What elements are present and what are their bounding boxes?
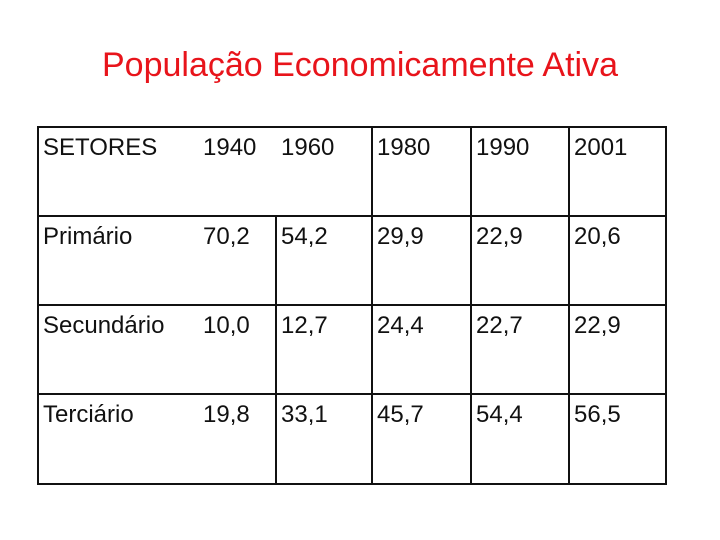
row-border (37, 304, 667, 306)
table-cell: 24,4 (377, 312, 424, 339)
table-cell: 10,0 (203, 312, 250, 339)
column-header: 1990 (476, 134, 530, 161)
column-border (275, 215, 277, 485)
row-border (37, 393, 667, 395)
row-border (37, 126, 667, 128)
column-border (37, 126, 39, 485)
slide-title: População Economicamente Ativa (102, 46, 618, 84)
table-cell: 22,9 (476, 223, 523, 250)
table-cell: 19,8 (203, 401, 250, 428)
table-cell: 12,7 (281, 312, 328, 339)
column-border (371, 126, 373, 485)
table-cell: 54,2 (281, 223, 328, 250)
column-header: 1940 (203, 134, 257, 161)
row-border (37, 483, 667, 485)
row-header: Primário (43, 223, 133, 250)
table-cell: 33,1 (281, 401, 328, 428)
column-border (470, 126, 472, 485)
column-border (665, 126, 667, 485)
table-cell: 29,9 (377, 223, 424, 250)
table-cell: 22,7 (476, 312, 523, 339)
table-cell: 70,2 (203, 223, 250, 250)
table-cell: 56,5 (574, 401, 621, 428)
column-header: 1980 (377, 134, 431, 161)
table-cell: 45,7 (377, 401, 424, 428)
table-cell: 22,9 (574, 312, 621, 339)
row-border (37, 215, 667, 217)
table-cell: 20,6 (574, 223, 621, 250)
row-header: Terciário (43, 401, 134, 428)
column-border (568, 126, 570, 485)
table-cell: 54,4 (476, 401, 523, 428)
column-header: 1960 (281, 134, 335, 161)
row-header: Secundário (43, 312, 165, 339)
column-header: SETORES (43, 134, 158, 161)
column-header: 2001 (574, 134, 628, 161)
